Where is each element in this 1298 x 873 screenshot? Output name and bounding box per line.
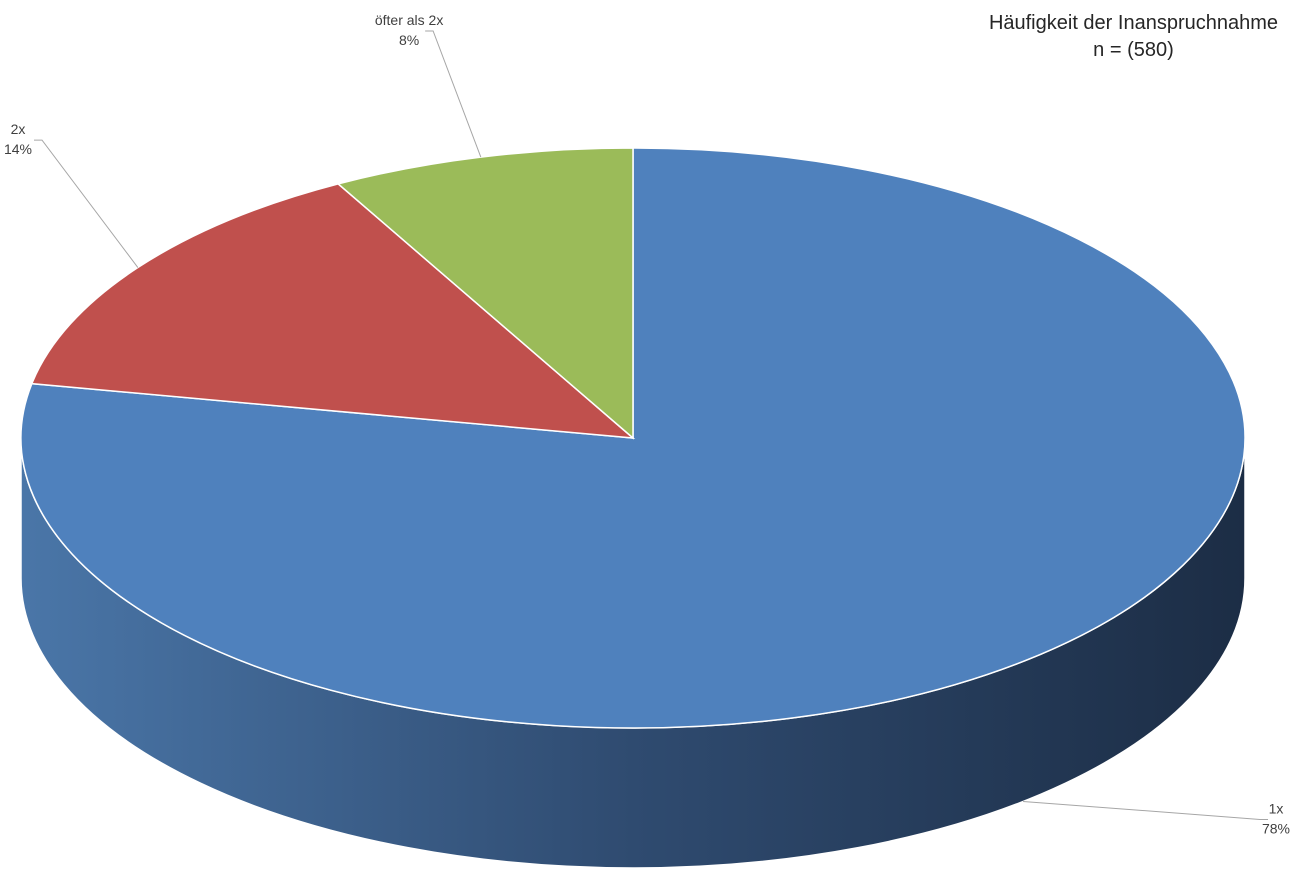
- leader-line-3: [425, 30, 482, 158]
- chart-subtitle: n = (580): [1093, 39, 1174, 61]
- slice-label-2: 2x: [11, 121, 26, 137]
- leader-line-1: [1023, 800, 1268, 820]
- pie-label-layer: 1x 78% 2x 14% öfter als 2x 8%: [4, 12, 1290, 836]
- pie-top-layer: [20, 147, 1246, 729]
- slice-label-3: öfter als 2x: [375, 12, 443, 28]
- slice-value-label-2: 14%: [4, 141, 32, 157]
- pie-slice-2: [30, 183, 636, 439]
- slice-value-label-1: 78%: [1262, 820, 1290, 836]
- slice-label-1: 1x: [1269, 800, 1284, 816]
- chart-title: Häufigkeit der Inanspruchnahme: [988, 12, 1278, 34]
- pie-slice-3: [336, 147, 634, 440]
- leader-line-2: [34, 139, 139, 268]
- chart-title-block: Häufigkeit der Inanspruchnahme n = (580): [989, 10, 1278, 64]
- slice-value-label-3: 8%: [399, 32, 419, 48]
